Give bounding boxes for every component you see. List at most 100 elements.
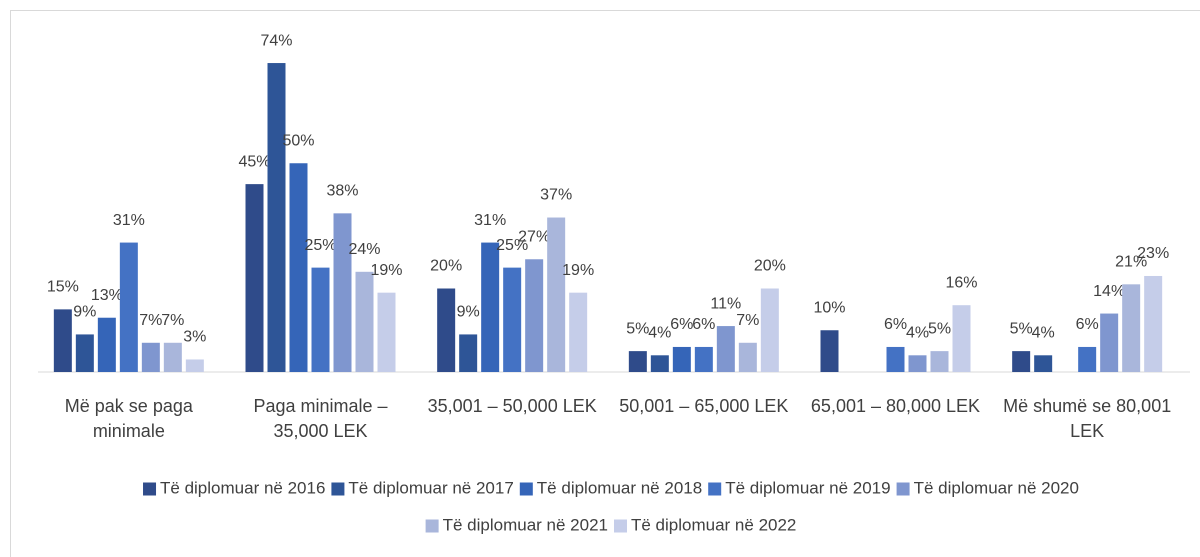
data-label: 13% — [91, 287, 123, 304]
bar — [481, 242, 500, 372]
data-label: 6% — [692, 316, 715, 333]
bar — [886, 346, 905, 372]
chart-border — [10, 10, 1200, 557]
data-label: 9% — [457, 304, 480, 321]
bar — [908, 355, 927, 372]
data-label: 3% — [183, 329, 206, 346]
legend-swatch — [331, 482, 345, 496]
bar — [459, 334, 478, 372]
x-tick-label: Më shumë se 80,001 LEK — [1003, 396, 1171, 441]
data-label: 45% — [238, 153, 270, 170]
bar — [1144, 275, 1163, 372]
data-label: 7% — [139, 312, 162, 329]
data-label: 10% — [813, 299, 845, 316]
data-label: 37% — [540, 187, 572, 204]
data-label: 27% — [518, 228, 550, 245]
bar — [437, 288, 456, 372]
legend-label: Të diplomuar në 2020 — [914, 478, 1079, 497]
bar — [820, 330, 839, 372]
data-label: 9% — [73, 304, 96, 321]
bar — [738, 342, 757, 372]
bar — [525, 259, 544, 372]
bar — [1100, 313, 1119, 372]
data-label: 21% — [1115, 254, 1147, 271]
data-label: 11% — [710, 295, 741, 312]
data-label: 4% — [648, 325, 671, 342]
data-label: 31% — [474, 212, 506, 229]
data-label: 24% — [348, 241, 380, 258]
data-label: 25% — [304, 237, 336, 254]
data-label: 23% — [1137, 245, 1169, 262]
legend-item: Të diplomuar në 2018 — [519, 478, 702, 497]
bar — [760, 288, 779, 372]
data-label: 4% — [1032, 325, 1055, 342]
bar — [141, 342, 160, 372]
data-label: 19% — [370, 262, 402, 279]
legend-item: Të diplomuar në 2022 — [614, 515, 796, 534]
data-label: 6% — [670, 316, 693, 333]
legend-item: Të diplomuar në 2016 — [143, 478, 325, 497]
legend-item: Të diplomuar në 2017 — [331, 478, 514, 497]
legend-label: Të diplomuar në 2022 — [631, 515, 796, 534]
data-label: 19% — [562, 262, 594, 279]
x-tick-label: 50,001 – 65,000 LEK — [619, 396, 788, 416]
bar — [1122, 284, 1141, 372]
data-label: 7% — [161, 312, 184, 329]
bar — [289, 163, 308, 372]
bar — [672, 346, 691, 372]
legend-item: Të diplomuar në 2019 — [708, 478, 891, 497]
bar — [930, 351, 949, 372]
legend-label: Të diplomuar në 2021 — [443, 515, 608, 534]
data-label: 5% — [928, 320, 951, 337]
bar — [547, 217, 566, 372]
legend-label: Të diplomuar në 2019 — [725, 478, 890, 497]
legend-swatch — [614, 519, 627, 533]
legend-swatch — [425, 519, 439, 533]
bar — [694, 346, 713, 372]
data-label: 6% — [1076, 316, 1099, 333]
bar — [185, 359, 204, 372]
bar — [245, 184, 264, 372]
x-tick-label: Më pak se paga minimale — [65, 396, 194, 441]
x-tick-label: 35,001 – 50,000 LEK — [428, 396, 597, 416]
legend-label: Të diplomuar në 2016 — [160, 478, 325, 497]
data-label: 5% — [1010, 320, 1033, 337]
bar — [377, 292, 396, 372]
bar — [1034, 355, 1053, 372]
legend-label: Të diplomuar në 2018 — [537, 478, 702, 497]
x-tick-label: Paga minimale –35,000 LEK — [253, 396, 387, 441]
legend-label: Të diplomuar në 2017 — [348, 478, 513, 497]
legend-swatch — [708, 482, 722, 496]
data-label: 6% — [884, 316, 907, 333]
bar — [1012, 351, 1031, 372]
data-label: 31% — [113, 212, 145, 229]
bar — [333, 213, 352, 372]
bar — [503, 267, 522, 372]
bar — [267, 63, 286, 373]
bar — [650, 355, 669, 372]
bar — [53, 309, 72, 372]
legend-swatch — [143, 482, 157, 496]
data-label: 7% — [736, 312, 759, 329]
data-label: 5% — [626, 320, 649, 337]
bar — [1078, 346, 1097, 372]
bar — [355, 271, 374, 372]
data-label: 20% — [430, 258, 462, 275]
legend-item: Të diplomuar në 2021 — [425, 515, 608, 534]
data-label: 16% — [945, 274, 977, 291]
bar — [163, 342, 182, 372]
data-label: 25% — [496, 237, 528, 254]
bar — [119, 242, 138, 372]
bar — [75, 334, 94, 372]
legend-swatch — [896, 482, 910, 496]
x-tick-label: 65,001 – 80,000 LEK — [811, 396, 980, 416]
data-label: 14% — [1093, 283, 1125, 300]
data-label: 38% — [326, 183, 358, 200]
data-label: 20% — [754, 258, 786, 275]
data-label: 50% — [282, 132, 314, 149]
bar — [716, 326, 735, 372]
data-label: 74% — [260, 32, 292, 49]
legend-swatch — [519, 482, 533, 496]
data-label: 4% — [906, 325, 929, 342]
data-label: 15% — [47, 279, 79, 296]
